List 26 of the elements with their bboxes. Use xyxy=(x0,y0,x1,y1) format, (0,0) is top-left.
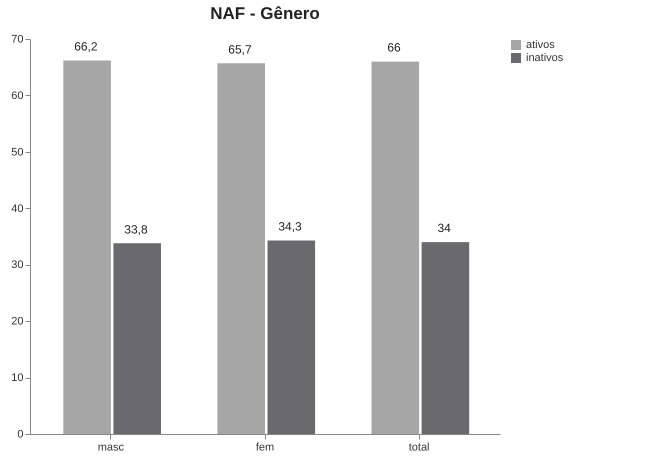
x-tick-label: total xyxy=(408,442,430,454)
text: 66,2 xyxy=(74,39,98,54)
y-tick-label: 50 xyxy=(11,146,24,158)
legend-label: ativos xyxy=(526,39,556,51)
y-tick-label: 0 xyxy=(17,428,24,440)
x-tick-label: fem xyxy=(256,442,274,454)
bar xyxy=(113,243,161,434)
y-tick-label: 70 xyxy=(11,34,24,46)
bar xyxy=(217,63,265,434)
text: 66 xyxy=(387,40,401,55)
text: 34,3 xyxy=(278,219,302,234)
bar xyxy=(422,242,470,434)
text: 65,7 xyxy=(228,42,252,56)
bar xyxy=(372,62,420,434)
y-tick-label: 20 xyxy=(11,316,24,328)
text: 33,8 xyxy=(124,222,148,236)
legend-label: inativos xyxy=(526,52,564,64)
bar xyxy=(268,240,316,434)
y-tick-label: 10 xyxy=(11,372,24,384)
x-tick-label: masc xyxy=(98,442,125,454)
bar xyxy=(63,60,111,434)
y-tick-label: 30 xyxy=(11,259,24,272)
y-tick-label: 40 xyxy=(11,202,24,215)
y-tick-label: 60 xyxy=(11,90,24,102)
text: 34 xyxy=(437,221,451,236)
chart-title: NAF - Gênero xyxy=(210,4,320,23)
